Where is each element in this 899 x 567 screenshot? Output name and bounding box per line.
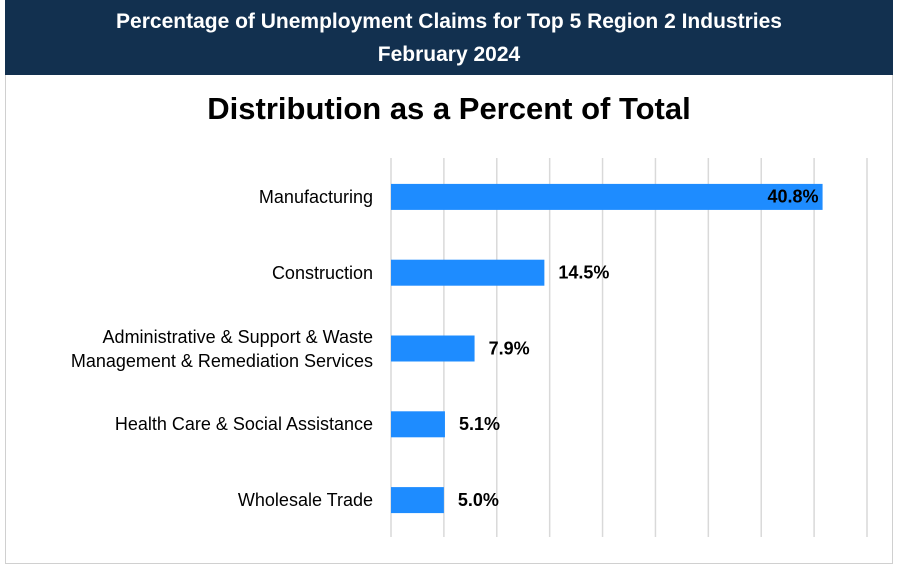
category-label: Wholesale Trade	[237, 490, 373, 511]
chart-frame	[5, 75, 893, 564]
value-label: 5.0%	[458, 490, 499, 510]
value-label: 40.8%	[768, 187, 819, 207]
value-label: 5.1%	[459, 414, 500, 434]
value-label: 14.5%	[558, 262, 609, 282]
bar	[391, 335, 475, 362]
chart-title: Distribution as a Percent of Total	[207, 91, 690, 126]
bar	[391, 411, 445, 438]
header: Percentage of Unemployment Claims for To…	[5, 0, 893, 75]
bar	[391, 183, 823, 210]
header-subtitle: February 2024	[377, 43, 521, 66]
category-label: Health Care & Social Assistance	[114, 414, 373, 435]
value-label: 7.9%	[489, 338, 530, 358]
category-label: Administrative & Support & Waste Managem…	[70, 326, 373, 371]
header-title: Percentage of Unemployment Claims for To…	[116, 10, 782, 33]
category-label: Construction	[271, 262, 373, 283]
bar	[391, 259, 545, 286]
bar	[391, 487, 444, 514]
category-label: Manufacturing	[258, 186, 373, 207]
